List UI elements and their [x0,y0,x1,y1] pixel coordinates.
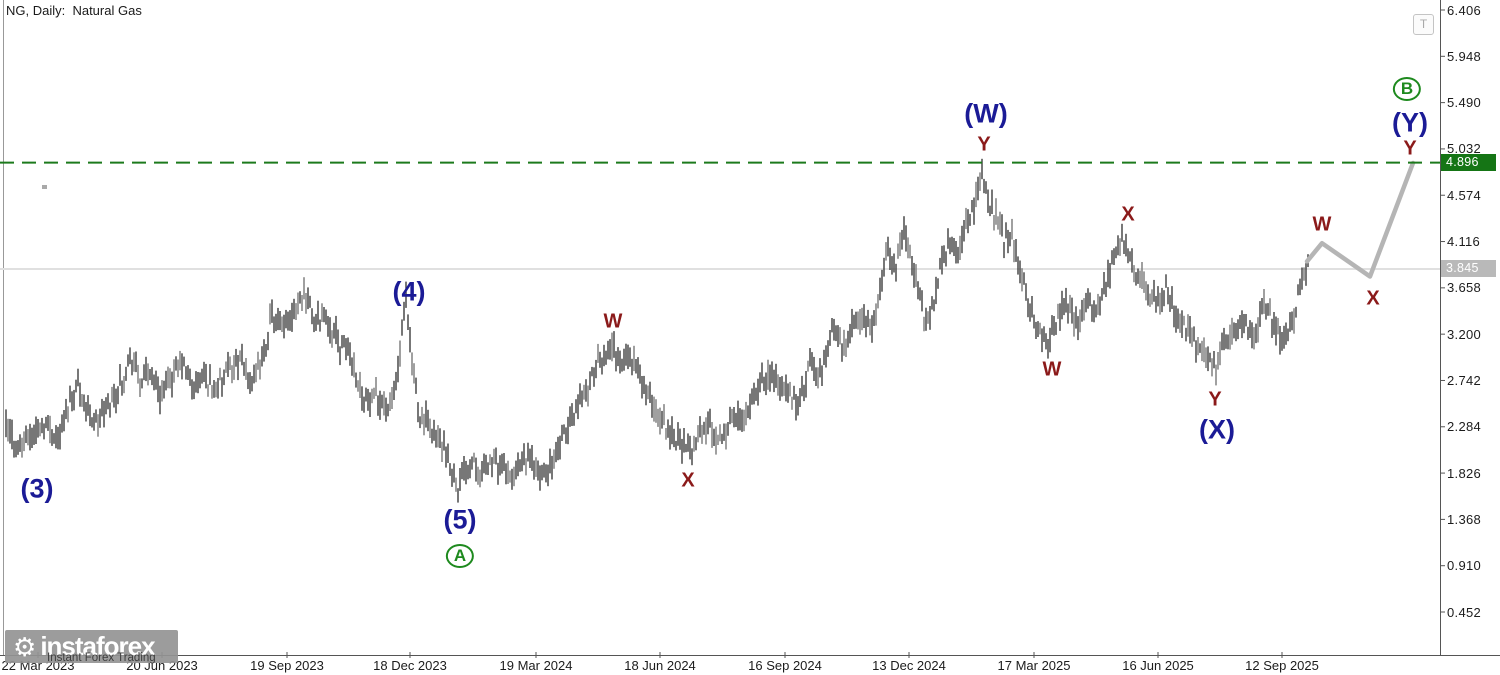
wave-label-y-15[interactable]: (Y) [1392,107,1428,138]
instaforex-logo-icon: ⚙ [13,631,37,662]
x-axis-label: 13 Dec 2024 [872,658,946,673]
projection-line[interactable] [1304,160,1416,279]
instaforex-watermark: ⚙ instaforex [5,630,178,663]
y-axis-label: 2.742 [1447,372,1482,388]
y-axis-label: 1.826 [1447,465,1482,481]
y-axis-label: 6.406 [1447,2,1482,18]
wave-label-x-13[interactable]: X [1366,287,1380,310]
wave-label-w-8[interactable]: W [1042,358,1062,381]
x-axis-label: 19 Sep 2023 [250,658,324,673]
watermark-brand: instaforex [40,631,155,661]
wave-label-a-3[interactable]: A [445,544,475,568]
x-axis-label: 12 Sep 2025 [1245,658,1319,673]
x-axis-label: 19 Mar 2024 [499,658,573,673]
y-axis-label: 4.116 [1447,234,1481,250]
current-price-tag: 3.845 [1441,260,1496,277]
watermark-tagline: Instant Forex Trading [47,652,156,664]
wave-label-y-10[interactable]: Y [1208,388,1222,411]
price-bars [5,158,1309,503]
wave-label-x-5[interactable]: X [681,469,695,492]
wave-label-w-6[interactable]: (W) [964,98,1008,129]
x-axis-label: 18 Dec 2023 [373,658,447,673]
y-axis-label: 5.948 [1447,48,1482,64]
x-axis-label: 18 Jun 2024 [624,658,696,673]
wave-label-5-2[interactable]: (5) [443,504,477,535]
target-price-tag: 4.896 [1441,154,1496,171]
y-axis-label: 1.368 [1447,511,1482,527]
y-axis-label: 3.658 [1447,280,1482,296]
wave-label-b-16[interactable]: B [1392,77,1422,101]
wave-label-x-9[interactable]: X [1121,203,1135,226]
y-axis-label: 5.490 [1447,95,1482,111]
wave-label-w-12[interactable]: W [1312,213,1332,236]
x-axis-label: 17 Mar 2025 [997,658,1071,673]
x-axis-label: 16 Sep 2024 [748,658,822,673]
wave-label-4-1[interactable]: (4) [392,276,426,307]
wave-label-x-11[interactable]: (X) [1199,414,1235,445]
y-axis-label: 2.284 [1447,419,1482,435]
wave-label-w-4[interactable]: W [603,310,623,333]
y-axis-label: 0.910 [1447,558,1482,574]
y-axis-label: 0.452 [1447,604,1482,620]
wave-label-y-14[interactable]: Y [1403,137,1417,160]
y-axis-label: 4.574 [1447,187,1482,203]
chart-title: NG, Daily: Natural Gas [6,3,142,18]
y-axis-label: 5.032 [1447,141,1482,157]
template-button[interactable]: T [1413,14,1434,35]
chart-object-dot [42,185,47,189]
x-axis-label: 16 Jun 2025 [1122,658,1194,673]
wave-label-y-7[interactable]: Y [977,133,991,156]
y-axis-label: 3.200 [1447,326,1482,342]
wave-label-3-0[interactable]: (3) [20,473,54,504]
